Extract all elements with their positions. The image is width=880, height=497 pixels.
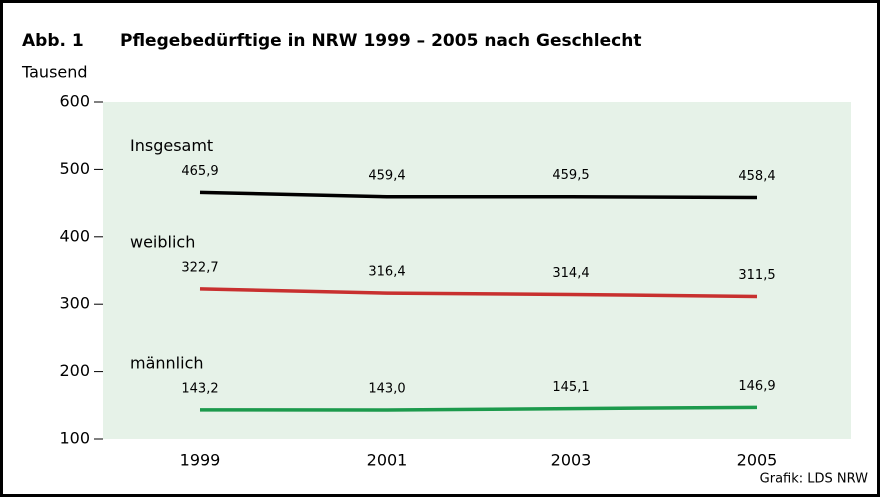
value-label: 143,0 xyxy=(368,382,405,397)
value-label: 458,4 xyxy=(738,169,775,184)
series-line xyxy=(199,405,758,412)
value-label: 459,4 xyxy=(368,168,405,183)
figure-label: Abb. 1 xyxy=(22,31,84,51)
y-tick-label: 400 xyxy=(59,226,90,245)
source: Grafik: LDS NRW xyxy=(760,472,868,487)
value-label: 145,1 xyxy=(552,380,589,395)
series-name: männlich xyxy=(130,353,204,372)
series-line xyxy=(199,287,758,299)
chart-title: Pflegebedürftige in NRW 1999 – 2005 nach… xyxy=(120,31,641,51)
y-tick-label: 500 xyxy=(59,159,90,178)
x-tick-label: 1999 xyxy=(180,451,221,470)
x-tick-label: 2003 xyxy=(551,451,592,470)
y-tick-label: 100 xyxy=(59,429,90,448)
plot-area xyxy=(103,102,851,439)
value-label: 311,5 xyxy=(738,268,775,283)
value-label: 143,2 xyxy=(181,381,218,396)
y-tick-label: 200 xyxy=(59,361,90,380)
value-label: 459,5 xyxy=(552,168,589,183)
series-name: weiblich xyxy=(130,232,195,251)
value-label: 465,9 xyxy=(181,164,218,179)
y-tick-label: 300 xyxy=(59,294,90,313)
y-axis-label: Tausend xyxy=(21,63,88,82)
x-tick-label: 2005 xyxy=(737,451,778,470)
value-label: 322,7 xyxy=(181,260,218,275)
series-name: Insgesamt xyxy=(130,136,213,155)
value-label: 314,4 xyxy=(552,266,589,281)
x-tick-label: 2001 xyxy=(367,451,408,470)
value-label: 146,9 xyxy=(738,379,775,394)
y-tick-label: 600 xyxy=(59,92,90,111)
value-label: 316,4 xyxy=(368,265,405,280)
series-line xyxy=(199,190,758,200)
